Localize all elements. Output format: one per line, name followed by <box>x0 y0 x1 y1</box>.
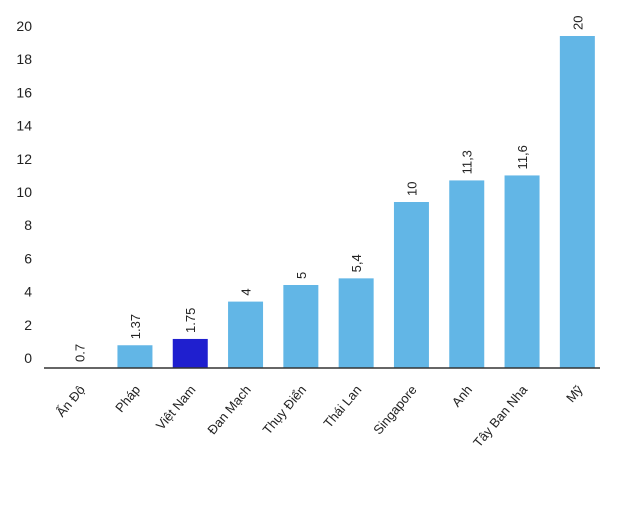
value-label-4: 5 <box>294 272 309 279</box>
value-label-1: 1.37 <box>128 314 143 339</box>
y-tick-label-6: 6 <box>24 250 32 266</box>
category-label-7: Anh <box>449 382 475 409</box>
y-tick-label-12: 12 <box>16 151 32 167</box>
y-tick-label-18: 18 <box>16 51 32 67</box>
category-label-8: Tây Ban Nha <box>470 382 531 450</box>
bar-8 <box>504 175 540 368</box>
y-tick-label-4: 4 <box>24 284 32 300</box>
bar-9 <box>559 36 595 368</box>
y-tick-label-10: 10 <box>16 184 32 200</box>
category-label-0: Ấn Độ <box>53 382 88 419</box>
category-label-2: Việt Nam <box>153 382 199 432</box>
y-tick-label-2: 2 <box>24 317 32 333</box>
category-label-3: Đan Mạch <box>204 382 254 437</box>
bar-5 <box>338 278 374 368</box>
value-label-7: 11,3 <box>460 150 475 174</box>
value-label-2: 1.75 <box>183 308 198 333</box>
y-tick-label-8: 8 <box>24 217 32 233</box>
value-labels: 0.7 1.37 1.75 4 5 5,4 10 11,3 11,6 20 <box>73 16 586 362</box>
value-label-9: 20 <box>570 16 585 30</box>
y-tick-label-0: 0 <box>24 350 32 366</box>
bar-3 <box>228 301 264 368</box>
bars <box>117 36 595 368</box>
category-label-1: Pháp <box>112 382 143 415</box>
category-label-6: Singapore <box>370 382 420 437</box>
x-axis-labels: Ấn Độ Pháp Việt Nam Đan Mạch Thụy Điển Thái L… <box>53 382 586 450</box>
value-label-3: 4 <box>239 288 254 295</box>
bar-4 <box>283 285 319 368</box>
value-label-6: 10 <box>404 182 419 196</box>
category-label-5: Thái Lan <box>320 382 364 430</box>
y-axis-ticks: 0 2 4 6 8 10 12 14 16 18 20 <box>16 18 32 366</box>
y-tick-label-16: 16 <box>16 84 32 100</box>
bar-1 <box>117 345 153 368</box>
value-label-8: 11,6 <box>515 145 530 169</box>
value-label-0: 0.7 <box>73 344 88 362</box>
bar-6 <box>393 202 429 368</box>
y-tick-label-14: 14 <box>16 118 32 134</box>
bar-7 <box>449 180 485 368</box>
bar-2 <box>172 338 208 368</box>
value-label-5: 5,4 <box>349 254 364 272</box>
category-label-9: Mỹ <box>563 382 586 405</box>
category-label-4: Thụy Điển <box>260 382 310 437</box>
y-tick-label-20: 20 <box>16 18 32 34</box>
